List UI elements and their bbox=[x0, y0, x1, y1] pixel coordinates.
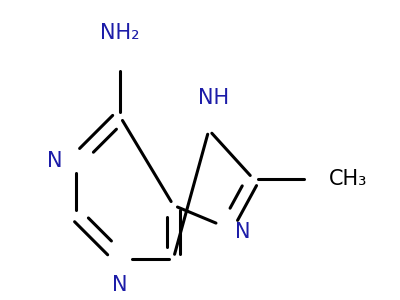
Text: NH: NH bbox=[198, 88, 229, 108]
Text: CH₃: CH₃ bbox=[328, 169, 367, 189]
Text: N: N bbox=[235, 222, 250, 242]
Text: NH₂: NH₂ bbox=[100, 23, 140, 43]
Text: N: N bbox=[47, 151, 62, 171]
Text: N: N bbox=[112, 274, 128, 295]
